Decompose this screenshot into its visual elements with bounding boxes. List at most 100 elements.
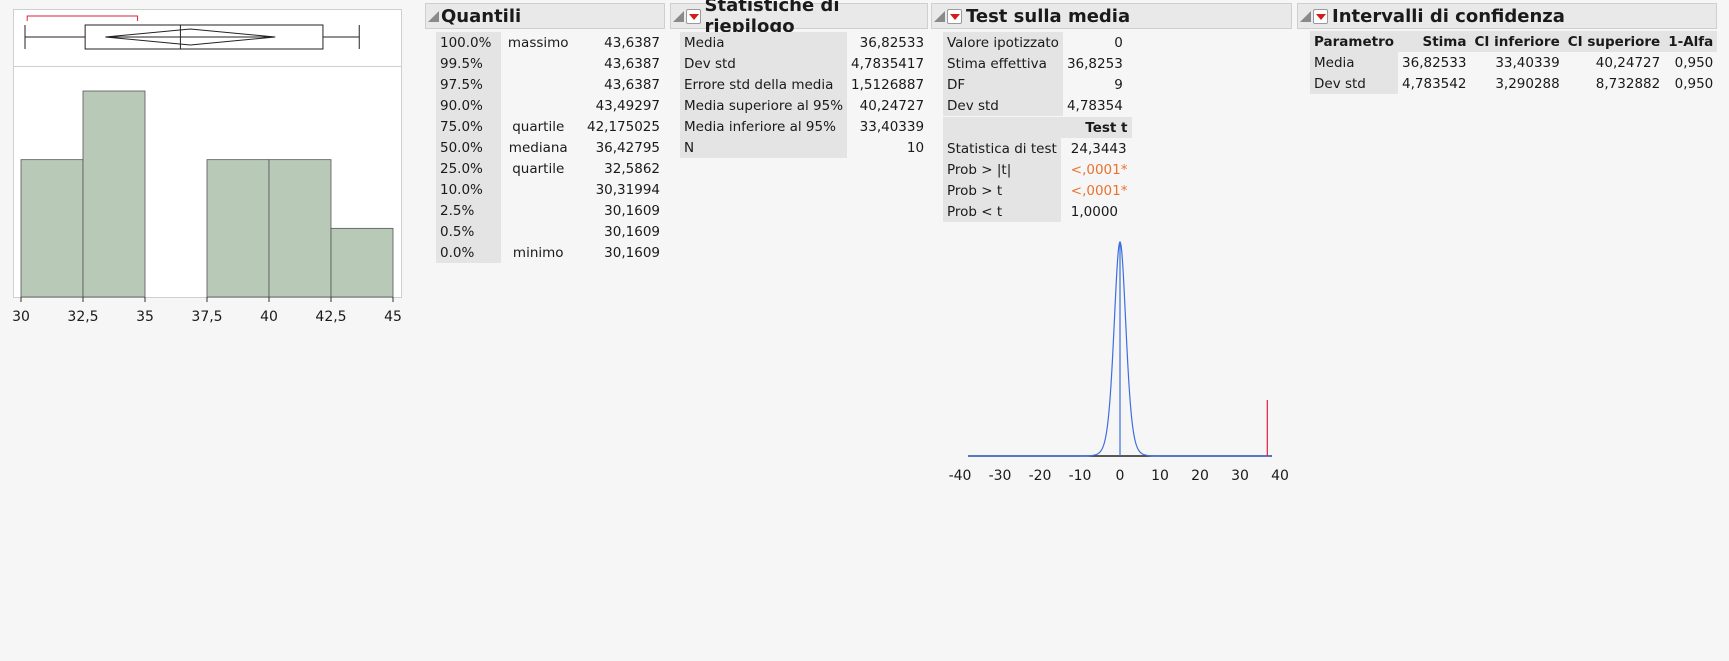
quantile-row: 75.0% quartile 42,175025 — [436, 116, 664, 137]
stat-row: Media inferiore al 95% 33,40339 — [680, 116, 928, 137]
histogram-bar — [268, 159, 332, 298]
stat-value: 33,40339 — [859, 118, 925, 135]
test-t-value: <,0001* — [1070, 182, 1128, 199]
test-row: Valore ipotizzato 0 — [943, 32, 1127, 53]
stat-row: N 10 — [680, 137, 928, 158]
quantile-percent: 100.0% — [436, 32, 501, 53]
quantile-value: 43,6387 — [604, 76, 660, 93]
stat-row: Dev std 4,7835417 — [680, 53, 928, 74]
statistiche-header[interactable]: Statistiche di riepilogo — [670, 0, 928, 37]
quantile-percent: 50.0% — [436, 137, 501, 158]
test-t-header-row: Test t — [943, 117, 1132, 138]
ci-parameter: Dev std — [1310, 73, 1399, 94]
quantile-row: 100.0% massimo 43,6387 — [436, 32, 664, 53]
quantile-percent: 99.5% — [436, 53, 501, 74]
ci-value: 40,24727 — [1595, 54, 1661, 71]
t-plot-x-tick-label: 20 — [1191, 468, 1209, 484]
histogram-x-tick-label: 37,5 — [191, 309, 222, 325]
quantile-name — [501, 74, 576, 95]
stat-value: 40,24727 — [859, 97, 925, 114]
quantile-name — [501, 179, 576, 200]
test-t-label: Prob < t — [943, 201, 1061, 222]
histogram-x-tick-label: 32,5 — [67, 309, 98, 325]
histogram-bar — [20, 159, 84, 298]
quantile-row: 0.5% 30,1609 — [436, 221, 664, 242]
red-triangle-menu-icon[interactable] — [947, 8, 962, 24]
quantile-percent: 2.5% — [436, 200, 501, 221]
quantile-value: 42,175025 — [586, 118, 660, 135]
quantile-name — [501, 221, 576, 242]
test-t-label: Prob > |t| — [943, 159, 1061, 180]
intervalli-header[interactable]: Intervalli di confidenza — [1297, 3, 1717, 29]
stat-label: Media — [680, 32, 848, 53]
stat-row: Media superiore al 95% 40,24727 — [680, 95, 928, 116]
quantile-percent: 25.0% — [436, 158, 501, 179]
test-value: 36,8253 — [1066, 55, 1123, 72]
quantile-value: 43,49297 — [595, 97, 660, 114]
quantile-name — [501, 95, 576, 116]
quantile-percent: 97.5% — [436, 74, 501, 95]
disclosure-triangle-icon[interactable] — [673, 10, 684, 22]
test-row: Dev std 4,78354 — [943, 95, 1127, 116]
stat-row: Media 36,82533 — [680, 32, 928, 53]
intervalli-table: Parametro Stima CI inferiore CI superiore 1-… — [1310, 31, 1718, 94]
ci-value: 8,732882 — [1595, 75, 1661, 92]
quantile-percent: 90.0% — [436, 95, 501, 116]
stat-row: Errore std della media 1,5126887 — [680, 74, 928, 95]
ci-column-header: Stima — [1398, 31, 1471, 52]
ci-value: 0,950 — [1674, 75, 1714, 92]
red-triangle-menu-icon[interactable] — [1313, 8, 1328, 24]
ci-header-row: Parametro Stima CI inferiore CI superiore 1-… — [1310, 31, 1718, 52]
test-t-header-blank — [943, 117, 1061, 138]
ci-row: Media 36,82533 33,40339 40,24727 0,950 — [1310, 52, 1717, 73]
disclosure-triangle-icon[interactable] — [428, 10, 439, 22]
quantile-percent: 10.0% — [436, 179, 501, 200]
histogram-x-tick-label: 35 — [136, 309, 154, 325]
quantile-value: 30,1609 — [604, 244, 660, 261]
quantile-name: massimo — [507, 34, 569, 51]
test-t-label: Prob > t — [943, 180, 1061, 201]
histogram-bar — [82, 90, 146, 298]
test-label: Stima effettiva — [943, 53, 1063, 74]
ci-column-header: Parametro — [1310, 31, 1399, 52]
quantile-name — [501, 200, 576, 221]
ci-column-header: CI superiore — [1563, 31, 1665, 52]
test-t-label: Statistica di test — [943, 138, 1061, 159]
quantile-value: 30,31994 — [595, 181, 660, 198]
test-media-title: Test sulla media — [966, 5, 1131, 27]
histogram-x-tick-label: 42,5 — [315, 309, 346, 325]
stat-label: Media inferiore al 95% — [680, 116, 848, 137]
quantile-percent: 0.5% — [436, 221, 501, 242]
t-plot-x-tick-label: -10 — [1069, 468, 1092, 484]
quantile-row: 97.5% 43,6387 — [436, 74, 664, 95]
shortest-half-bracket — [26, 15, 139, 21]
quantile-name — [501, 53, 576, 74]
quantili-header[interactable]: Quantili — [425, 3, 665, 29]
quantile-row: 90.0% 43,49297 — [436, 95, 664, 116]
quantile-value: 32,5862 — [604, 160, 660, 177]
stat-value: 36,82533 — [859, 34, 925, 51]
test-value: 9 — [1114, 76, 1123, 93]
ci-column-header: 1-Alfa — [1664, 31, 1718, 52]
test-media-header[interactable]: Test sulla media — [931, 3, 1292, 29]
stat-label: Media superiore al 95% — [680, 95, 848, 116]
disclosure-triangle-icon[interactable] — [1300, 10, 1311, 22]
ci-column-header: CI inferiore — [1470, 31, 1564, 52]
quantile-value: 36,42795 — [595, 139, 660, 156]
quantile-row: 99.5% 43,6387 — [436, 53, 664, 74]
test-t-value: <,0001* — [1070, 161, 1128, 178]
quantile-row: 25.0% quartile 32,5862 — [436, 158, 664, 179]
test-value: 4,78354 — [1066, 97, 1123, 114]
quantile-percent: 75.0% — [436, 116, 501, 137]
test-t-row: Prob < t 1,0000 — [943, 201, 1132, 222]
test-t-row: Prob > |t| <,0001* — [943, 159, 1132, 180]
disclosure-triangle-icon[interactable] — [934, 10, 945, 22]
red-triangle-menu-icon[interactable] — [686, 8, 701, 24]
quantile-name: quartile — [512, 160, 565, 177]
intervalli-title: Intervalli di confidenza — [1332, 5, 1565, 27]
test-t-header: Test t — [1060, 117, 1132, 138]
quantile-value: 43,6387 — [604, 34, 660, 51]
quantili-table: 100.0% massimo 43,6387 99.5% 43,6387 97.5% 43,… — [436, 32, 664, 263]
histogram-bar — [330, 227, 394, 298]
ci-row: Dev std 4,783542 3,290288 8,732882 0,950 — [1310, 73, 1717, 94]
